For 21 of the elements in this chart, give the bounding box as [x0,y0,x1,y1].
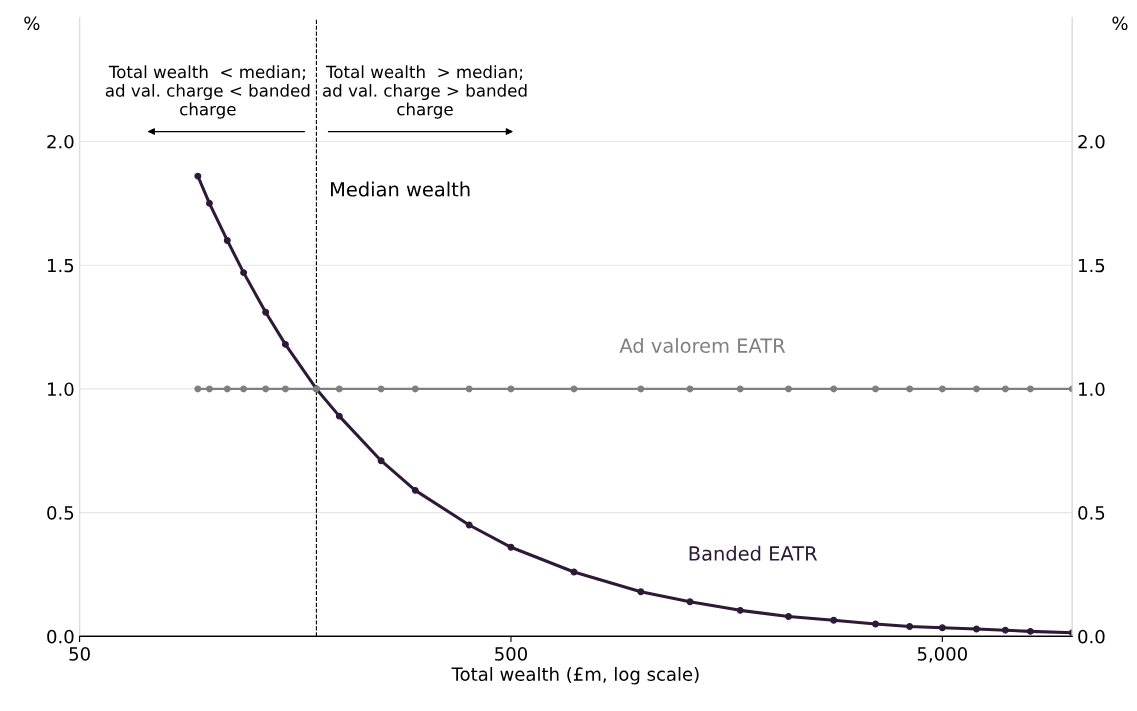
y-tick-label: 0.5 [47,506,74,520]
series-label: Banded EATR [689,545,818,561]
y-tick-label: 1.0 [48,382,74,397]
x-tick-label: 5,000 [917,647,967,663]
x-tick-label: 500 [495,647,527,661]
y2-tick-label: 1.0 [1079,382,1105,397]
y-tick-label: 2.0 [47,134,74,149]
ref-line-label: Median wealth [331,181,470,197]
y-axis-title: % [24,16,40,31]
y-tick-label: 1.5 [48,258,74,273]
x-axis-title: Total wealth (£m, log scale) [451,667,699,685]
y2-tick-label: 0.5 [1078,506,1105,520]
y2-tick-label: 0.0 [1078,629,1105,644]
x-tick-label: 50 [69,647,90,661]
annotation: Total wealth > median; ad val. charge > banded charge [322,65,527,119]
annotation: Total wealth < median; ad val. charge < banded charge [105,65,310,119]
y2-tick-label: 1.5 [1079,258,1105,273]
y2-tick-label: 2.0 [1078,134,1105,149]
y2-axis-title: % [1112,16,1128,31]
series-label: Ad valorem EATR [619,337,786,353]
y-tick-label: 0.0 [47,629,74,644]
